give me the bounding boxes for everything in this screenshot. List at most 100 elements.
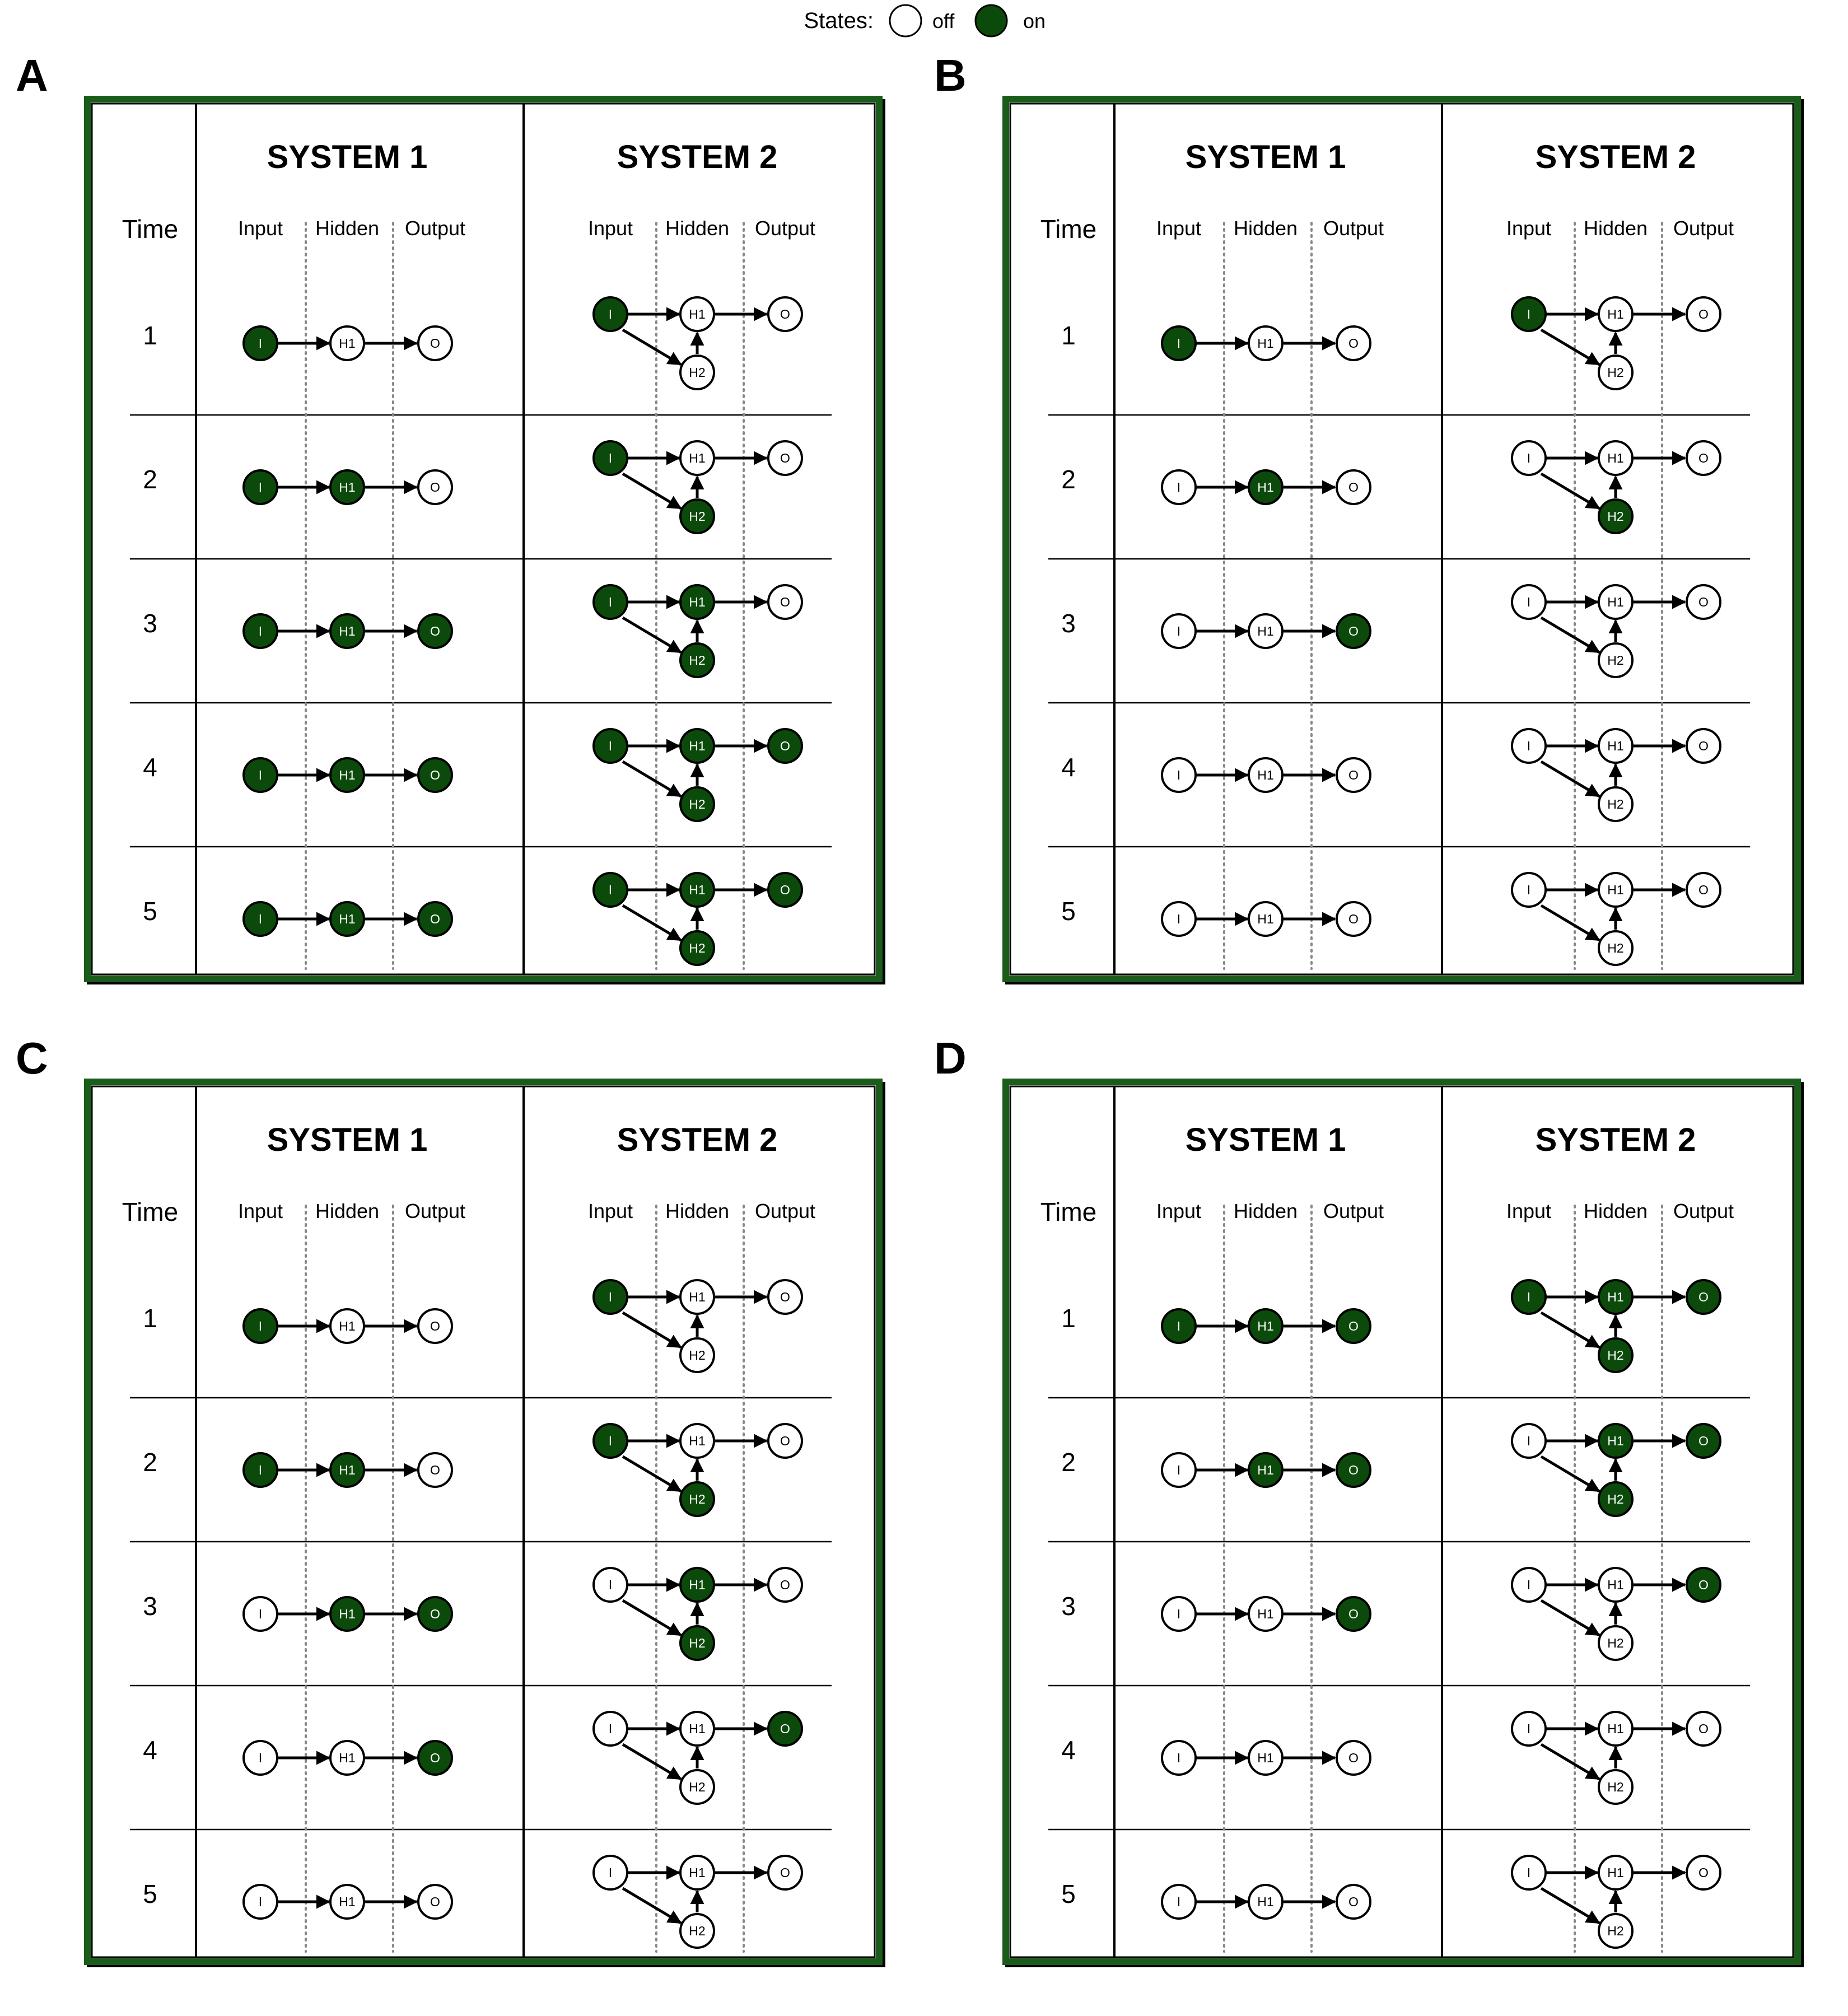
node-circle: [1511, 1711, 1547, 1747]
edge-i-h2: [622, 760, 682, 798]
hidden-layer-heading: Hidden: [1234, 1200, 1298, 1222]
node-circle: [679, 1567, 715, 1603]
time-row: 4 I H1 O I H1 H2 O: [1061, 1711, 1721, 1805]
node-circle: [592, 1567, 628, 1603]
node-circle: [242, 1740, 278, 1776]
node-circle: [1686, 872, 1721, 908]
node-o: O: [767, 1423, 803, 1459]
node-h1: H1: [1248, 757, 1284, 793]
node-circle: [242, 325, 278, 361]
time-step-label: 3: [143, 609, 157, 638]
node-h1: H1: [1248, 1452, 1284, 1488]
node-label: I: [259, 1319, 262, 1333]
node-h2: H2: [679, 1481, 715, 1517]
node-label: O: [1698, 1721, 1709, 1736]
node-label: H1: [1257, 1607, 1273, 1621]
node-i: I: [592, 296, 628, 332]
node-o: O: [1336, 1596, 1371, 1632]
node-circle: [1598, 1711, 1634, 1747]
node-circle: [679, 642, 715, 678]
system1-network: I H1 O: [242, 469, 453, 505]
time-row: 5 I H1 O I H1 H2 O: [143, 872, 803, 966]
node-circle: [242, 1452, 278, 1488]
time-row: 3 I H1 O I H1 H2 O: [1061, 584, 1721, 678]
node-circle: [767, 296, 803, 332]
node-label: H1: [1257, 1319, 1273, 1333]
edge-i-h2: [1540, 1455, 1600, 1493]
node-circle: [329, 1452, 365, 1488]
node-circle: [329, 325, 365, 361]
node-h2: H2: [679, 642, 715, 678]
node-circle: [1686, 1279, 1721, 1315]
node-label: I: [259, 912, 262, 926]
node-circle: [1598, 296, 1634, 332]
node-label: I: [1177, 1607, 1180, 1621]
node-label: I: [259, 480, 262, 494]
node-h1: H1: [1598, 1279, 1634, 1315]
node-i: I: [592, 1711, 628, 1747]
node-o: O: [1686, 728, 1721, 764]
node-label: O: [1348, 1894, 1359, 1909]
system2-network: I H1 H2 O: [1511, 728, 1721, 822]
panel-letter: A: [16, 50, 48, 100]
node-o: O: [1336, 325, 1371, 361]
node-label: H1: [339, 1607, 355, 1621]
node-o: O: [417, 325, 453, 361]
edge-i-h2: [1540, 760, 1600, 798]
time-step-label: 3: [1061, 1592, 1076, 1621]
edge-i-h2: [622, 472, 682, 510]
node-circle: [679, 1423, 715, 1459]
node-label: O: [1698, 1290, 1709, 1304]
node-label: I: [609, 1865, 612, 1880]
node-circle: [1598, 1279, 1634, 1315]
node-h2: H2: [679, 498, 715, 534]
time-step-label: 1: [143, 1304, 157, 1333]
time-row: 2 I H1 O I H1 H2 O: [143, 440, 803, 534]
node-label: H2: [1607, 1924, 1623, 1938]
node-circle: [1686, 1423, 1721, 1459]
node-circle: [1598, 1913, 1634, 1949]
node-circle: [329, 1308, 365, 1344]
node-label: H2: [1607, 653, 1623, 668]
edge-i-h2: [1540, 1887, 1600, 1925]
system1-network: I H1 O: [1161, 469, 1371, 505]
node-label: H2: [689, 1780, 705, 1794]
system2-network: I H1 H2 O: [592, 1279, 803, 1373]
node-label: H1: [689, 595, 705, 609]
node-label: I: [259, 768, 262, 782]
node-circle: [1598, 440, 1634, 476]
node-label: H1: [689, 307, 705, 321]
node-circle: [592, 1711, 628, 1747]
node-circle: [679, 1337, 715, 1373]
node-label: I: [1527, 451, 1530, 465]
system2-network: I H1 H2 O: [1511, 1279, 1721, 1373]
node-o: O: [767, 1279, 803, 1315]
input-layer-heading: Input: [1156, 217, 1201, 240]
input-layer-heading: Input: [238, 1200, 283, 1222]
node-label: I: [259, 624, 262, 638]
node-label: O: [430, 624, 440, 638]
node-o: O: [1686, 440, 1721, 476]
node-circle: [767, 728, 803, 764]
edge-i-h2: [622, 1743, 682, 1781]
node-circle: [1511, 872, 1547, 908]
node-h1: H1: [329, 1452, 365, 1488]
node-circle: [592, 1279, 628, 1315]
time-row: 1 I H1 O I H1 H2 O: [1061, 296, 1721, 390]
node-o: O: [767, 440, 803, 476]
node-i: I: [592, 1855, 628, 1891]
hidden-layer-heading: Hidden: [665, 1200, 729, 1222]
node-circle: [1336, 613, 1371, 649]
node-circle: [1511, 1855, 1547, 1891]
node-circle: [329, 901, 365, 937]
node-o: O: [1336, 1452, 1371, 1488]
node-label: O: [1348, 1607, 1359, 1621]
node-h2: H2: [1598, 1625, 1634, 1661]
system2-title: SYSTEM 2: [617, 1122, 778, 1158]
node-h2: H2: [1598, 498, 1634, 534]
node-label: O: [1698, 451, 1709, 465]
hidden-layer-heading: Hidden: [1584, 1200, 1648, 1222]
node-label: H1: [339, 912, 355, 926]
input-layer-heading: Input: [1506, 1200, 1551, 1222]
node-o: O: [417, 1452, 453, 1488]
